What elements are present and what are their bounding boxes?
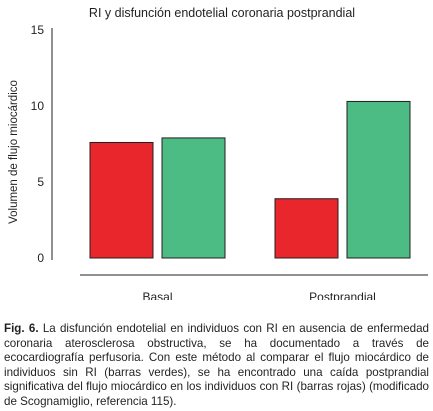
x-tick-labels: Basal Postprandial: [142, 290, 375, 300]
x-tick-label: Postprandial: [309, 290, 376, 300]
y-tick-labels: 15 10 5 0: [31, 23, 45, 265]
bars: [89, 100, 411, 259]
bar-basal-1: [89, 141, 154, 259]
y-tick-label: 10: [31, 99, 45, 113]
y-tick-label: 0: [37, 251, 44, 265]
caption-label: Fig. 6.: [4, 322, 39, 335]
caption-text: La disfunción endotelial en individuos c…: [4, 322, 429, 408]
bar-chart: RI y disfunción endotelial coronaria pos…: [8, 6, 428, 300]
x-tick-label: Basal: [142, 290, 172, 300]
bar-postprandial-1: [274, 198, 339, 259]
chart-title: RI y disfunción endotelial coronaria pos…: [89, 6, 355, 20]
bar-basal-2: [161, 137, 226, 259]
y-axis-label: Volumen de flujo miocárdico: [8, 80, 20, 224]
y-tick-label: 15: [31, 23, 45, 37]
figure-caption: Fig. 6. La disfunción endotelial en indi…: [4, 322, 429, 410]
y-tick-label: 5: [37, 175, 44, 189]
bar-postprandial-2: [346, 100, 411, 259]
